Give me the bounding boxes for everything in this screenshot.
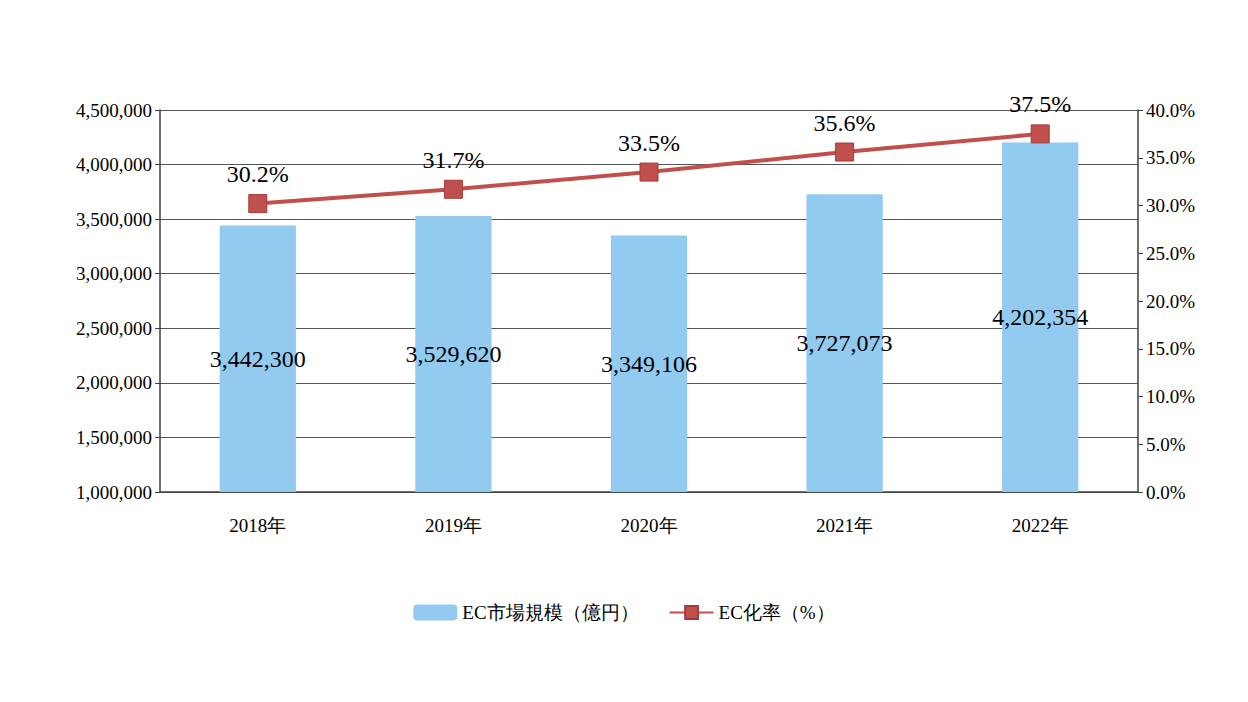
svg-text:2018年: 2018年	[229, 515, 286, 536]
svg-text:4,202,354: 4,202,354	[992, 304, 1088, 330]
svg-text:3,000,000: 3,000,000	[76, 263, 152, 284]
svg-text:10.0%: 10.0%	[1146, 386, 1195, 407]
svg-text:3,349,106: 3,349,106	[601, 351, 697, 377]
svg-text:35.0%: 35.0%	[1146, 147, 1195, 168]
svg-text:2021年: 2021年	[816, 515, 873, 536]
svg-text:EC市場規模（億円）: EC市場規模（億円）	[462, 602, 638, 623]
svg-text:30.0%: 30.0%	[1146, 195, 1195, 216]
svg-text:3,442,300: 3,442,300	[210, 346, 306, 372]
svg-text:2,500,000: 2,500,000	[76, 318, 152, 339]
svg-text:37.5%: 37.5%	[1009, 91, 1071, 117]
svg-text:2022年: 2022年	[1012, 515, 1069, 536]
svg-text:20.0%: 20.0%	[1146, 291, 1195, 312]
svg-text:2,000,000: 2,000,000	[76, 372, 152, 393]
svg-text:40.0%: 40.0%	[1146, 100, 1195, 121]
svg-text:0.0%: 0.0%	[1146, 482, 1186, 503]
svg-text:3,727,073: 3,727,073	[797, 330, 893, 356]
svg-text:4,500,000: 4,500,000	[76, 100, 152, 121]
svg-text:EC化率（%）: EC化率（%）	[719, 602, 835, 623]
svg-text:3,529,620: 3,529,620	[405, 341, 501, 367]
svg-text:2019年: 2019年	[425, 515, 482, 536]
svg-text:15.0%: 15.0%	[1146, 338, 1195, 359]
svg-text:25.0%: 25.0%	[1146, 243, 1195, 264]
svg-text:3,500,000: 3,500,000	[76, 209, 152, 230]
svg-text:33.5%: 33.5%	[618, 130, 680, 156]
svg-text:4,000,000: 4,000,000	[76, 154, 152, 175]
svg-text:35.6%: 35.6%	[814, 110, 876, 136]
svg-text:5.0%: 5.0%	[1146, 434, 1186, 455]
svg-text:31.7%: 31.7%	[422, 147, 484, 173]
svg-text:1,500,000: 1,500,000	[76, 427, 152, 448]
svg-text:1,000,000: 1,000,000	[76, 482, 152, 503]
svg-text:30.2%: 30.2%	[227, 161, 289, 187]
svg-text:2020年: 2020年	[621, 515, 678, 536]
